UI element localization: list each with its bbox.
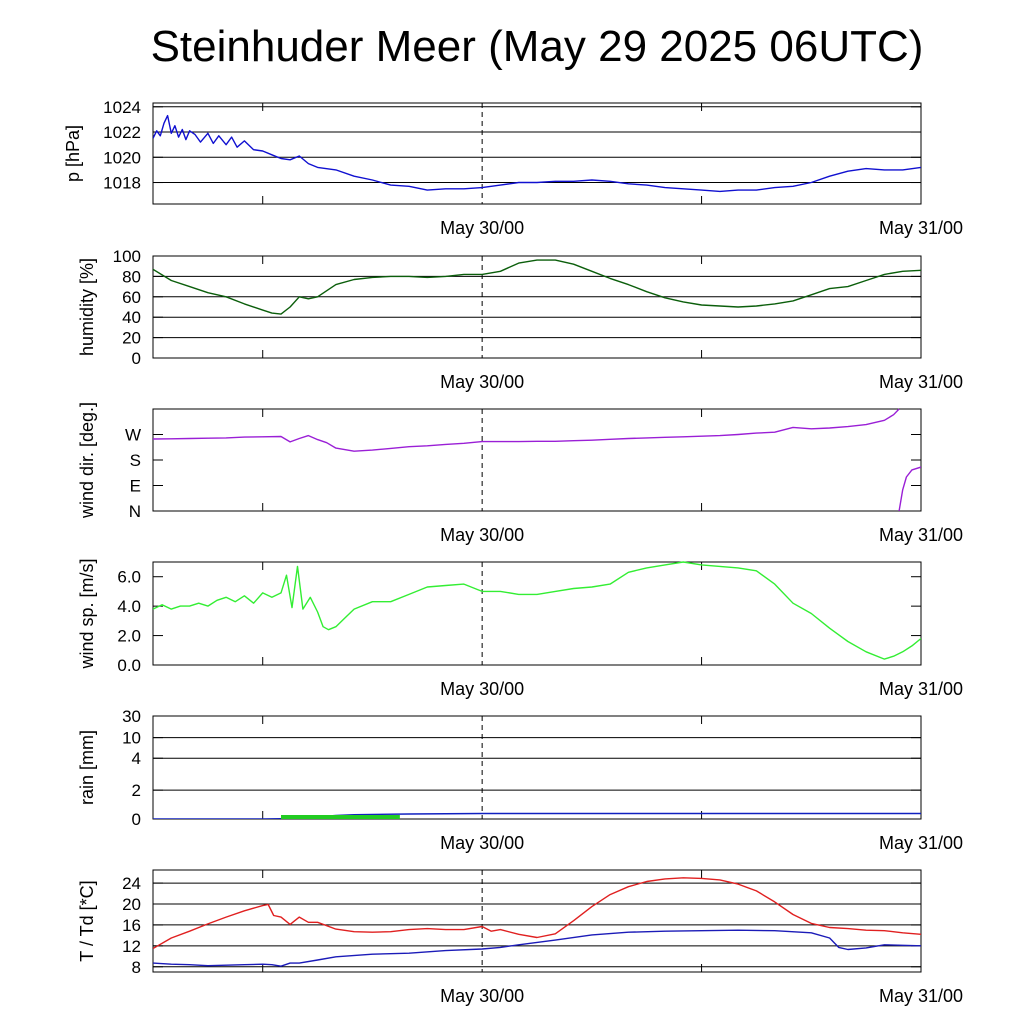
plot-frame [152, 869, 922, 973]
ytick-label: 100 [113, 247, 141, 266]
ytick-label: 80 [122, 267, 141, 286]
ytick-label: 6.0 [117, 568, 141, 587]
series-dewpoint-line [153, 929, 921, 967]
y-axis-label: rain [mm] [77, 730, 97, 805]
y-axis-label: humidity [%] [77, 258, 97, 356]
ytick-label: 1018 [103, 174, 141, 193]
series-wind_dir-line [153, 408, 900, 452]
ytick-label: 4.0 [117, 597, 141, 616]
ytick-label: 30 [122, 707, 141, 726]
y-axis-label: T / Td [*C] [77, 880, 97, 961]
series-temperature-line [153, 877, 921, 950]
ytick-label: 12 [122, 937, 141, 956]
ytick-label: N [129, 502, 141, 521]
ytick-label: 2.0 [117, 627, 141, 646]
xtick-label: May 31/00 [879, 833, 963, 853]
ytick-label: 0.0 [117, 656, 141, 675]
series-humidity-line [153, 259, 921, 315]
series-wind_speed-line [153, 561, 921, 660]
xtick-label: May 30/00 [440, 679, 524, 699]
ytick-label: 2 [132, 781, 141, 800]
ytick-label: 20 [122, 895, 141, 914]
plot-frame [152, 561, 922, 666]
series-rain_total-line [153, 812, 921, 819]
series-wind_dir-line [898, 466, 921, 511]
plot-frame [152, 102, 922, 205]
ytick-label: 8 [132, 958, 141, 977]
plot-frame [152, 715, 922, 820]
xtick-label: May 30/00 [440, 986, 524, 1006]
plot-frame [152, 255, 922, 359]
ytick-label: W [125, 426, 141, 445]
y-axis-label: wind sp. [m/s] [77, 558, 97, 669]
xtick-label: May 31/00 [879, 986, 963, 1006]
series-rain_rate-bar [281, 815, 400, 819]
panel-temperature: 8 12 16 20 24 T / Td [*C] May 30/00 May 31/00 [77, 869, 963, 1006]
ytick-label: 20 [122, 329, 141, 348]
series-pressure-line [153, 114, 921, 193]
xtick-label: May 31/00 [879, 372, 963, 392]
chart-title: Steinhuder Meer (May 29 2025 06UTC) [150, 22, 924, 71]
y-axis-label: wind dir. [deg.] [77, 402, 97, 519]
ytick-label: 24 [122, 874, 141, 893]
xtick-label: May 31/00 [879, 218, 963, 238]
xtick-label: May 31/00 [879, 525, 963, 545]
xtick-label: May 30/00 [440, 372, 524, 392]
ytick-label: 4 [132, 749, 141, 768]
ytick-label: E [130, 477, 141, 496]
ytick-label: 1020 [103, 148, 141, 167]
ytick-label: S [130, 451, 141, 470]
xtick-label: May 30/00 [440, 218, 524, 238]
panel-pressure: 1018 1020 1022 1024 p [hPa] May 30/00 May 31/0… [63, 98, 963, 238]
panel-wind_speed: 0.0 2.0 4.0 6.0 wind sp. [m/s] May 30/00 May 3… [77, 558, 963, 699]
panel-rain: 0 2 410 30 rain [mm] May 30/00 May 31/00 [77, 707, 963, 853]
ytick-label: 60 [122, 288, 141, 307]
xtick-label: May 30/00 [440, 833, 524, 853]
y-axis-label: p [hPa] [63, 125, 83, 182]
plot-frame [152, 408, 922, 512]
ytick-label: 0 [132, 349, 141, 368]
xtick-label: May 30/00 [440, 525, 524, 545]
ytick-label: 1022 [103, 123, 141, 142]
ytick-label: 1024 [103, 98, 141, 117]
ytick-label: 10 [122, 729, 141, 748]
ytick-label: 0 [132, 810, 141, 829]
ytick-label: 16 [122, 916, 141, 935]
xtick-label: May 31/00 [879, 679, 963, 699]
ytick-label: 40 [122, 308, 141, 327]
